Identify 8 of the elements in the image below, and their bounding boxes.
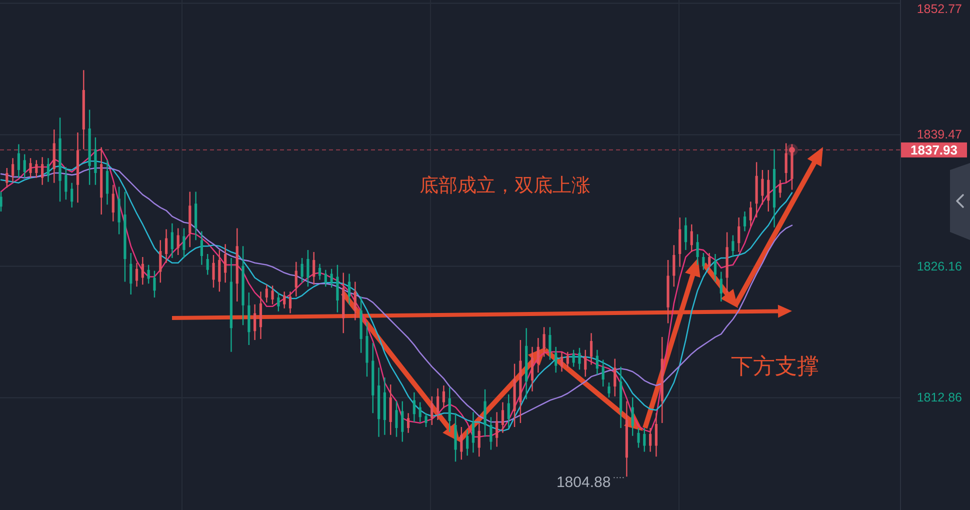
annotation: 底部成立，双底上涨	[420, 174, 590, 196]
y-tick-label: 1826.16	[916, 259, 962, 274]
annotation: 1804.88	[556, 474, 611, 492]
ref-line-label: 1837.93	[910, 142, 958, 158]
y-tick-label: 1852.77	[916, 2, 962, 16]
y-tick-label: 1812.86	[916, 390, 962, 405]
annotation: 下方支撑	[731, 354, 819, 378]
y-tick-label: 1839.47	[916, 128, 962, 142]
